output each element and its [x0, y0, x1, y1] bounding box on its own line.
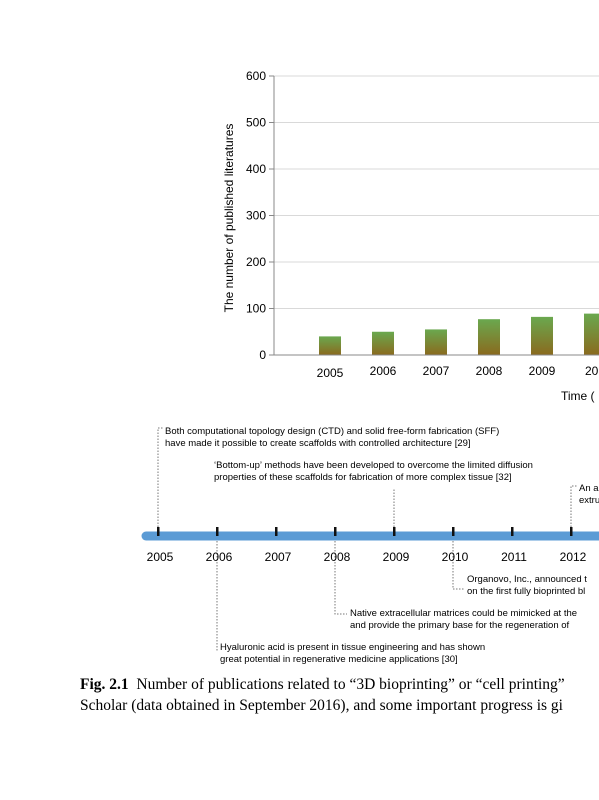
y-axis-title: The number of published literatures [222, 124, 236, 313]
bar [319, 336, 341, 355]
timeline-year-label: 2005 [147, 550, 174, 564]
y-axis-ticks: 0 100 200 300 400 500 600 [246, 69, 274, 362]
y-tick-label: 200 [246, 255, 266, 269]
annotation-leader [334, 541, 347, 615]
x-tick-label: 2006 [370, 364, 397, 378]
timeline-tick [275, 527, 278, 536]
timeline-tick [393, 527, 396, 536]
figure-caption: Fig. 2.1 Number of publications related … [80, 674, 599, 716]
annotation-text: ‘Bottom-up’ methods have been developed … [214, 460, 533, 471]
annotation-text: have made it possible to create scaffold… [165, 438, 471, 449]
y-tick-label: 0 [259, 348, 266, 362]
caption-label: Fig. 2.1 [80, 676, 129, 693]
timeline-year-label: 2007 [265, 550, 292, 564]
bar [372, 331, 394, 355]
bar [584, 313, 599, 355]
bars [319, 313, 599, 355]
bar [478, 319, 500, 355]
timeline-tick [452, 527, 455, 536]
y-tick-label: 100 [246, 302, 266, 316]
annotation-text: Native extracellular matrices could be m… [350, 608, 577, 619]
timeline-tick [334, 527, 337, 536]
annotation-text: and provide the primary base for the reg… [350, 620, 570, 631]
timeline: 2005 2006 2007 2008 2009 2010 2011 2012 Both co… [141, 426, 599, 665]
caption-line-1: Fig. 2.1 Number of publications related … [80, 674, 599, 695]
annotation-text: Both computational topology design (CTD)… [165, 426, 499, 437]
caption-line-2: Scholar (data obtained in September 2016… [80, 697, 563, 714]
figure-canvas: 0 100 200 300 400 500 600 2005 2006 2007 2008 2009… [141, 69, 599, 665]
timeline-tick [157, 527, 160, 536]
x-tick-label: 201 [585, 364, 599, 378]
x-tick-label: 2007 [423, 364, 450, 378]
timeline-year-label: 2010 [442, 550, 469, 564]
y-tick-label: 600 [246, 69, 266, 83]
gridlines [274, 75, 599, 309]
timeline-tick [216, 527, 219, 536]
x-tick-label: 2008 [476, 364, 503, 378]
annotation-leader [570, 485, 577, 527]
bar [531, 316, 553, 355]
annotation-leader [452, 541, 464, 590]
y-tick-label: 300 [246, 209, 266, 223]
x-axis-title: Time ( [561, 389, 595, 403]
caption-text-1: Number of publications related to “3D bi… [136, 676, 565, 693]
timeline-year-label: 2006 [206, 550, 233, 564]
bar-chart: 0 100 200 300 400 500 600 2005 2006 2007 2008 2009… [222, 69, 599, 403]
annotation-leaders [157, 427, 577, 651]
annotation-text: on the first fully bioprinted bl [467, 586, 585, 597]
timeline-year-label: 2011 [501, 550, 527, 564]
annotations: Both computational topology design (CTD)… [165, 426, 599, 665]
timeline-ticks [157, 527, 573, 536]
annotation-text: extru [579, 495, 599, 506]
x-tick-label: 2005 [317, 366, 344, 380]
annotation-text: great potential in regenerative medicine… [220, 654, 458, 665]
y-tick-label: 500 [246, 116, 266, 130]
annotation-text: An a [579, 483, 599, 494]
timeline-year-label: 2008 [324, 550, 351, 564]
timeline-tick [570, 527, 573, 536]
x-axis-ticks: 2005 2006 2007 2008 2009 201 [317, 364, 599, 380]
x-tick-label: 2009 [529, 364, 556, 378]
timeline-year-label: 2009 [383, 550, 410, 564]
timeline-year-label: 2012 [560, 550, 587, 564]
annotation-text: Organovo, Inc., announced t [467, 574, 587, 585]
annotation-text: Hyaluronic acid is present in tissue eng… [220, 642, 485, 653]
timeline-years: 2005 2006 2007 2008 2009 2010 2011 2012 [147, 550, 587, 564]
annotation-text: properties of these scaffolds for fabric… [214, 472, 512, 483]
bar [425, 329, 447, 355]
y-tick-label: 400 [246, 162, 266, 176]
timeline-tick [511, 527, 514, 536]
annotation-leader [157, 427, 163, 527]
